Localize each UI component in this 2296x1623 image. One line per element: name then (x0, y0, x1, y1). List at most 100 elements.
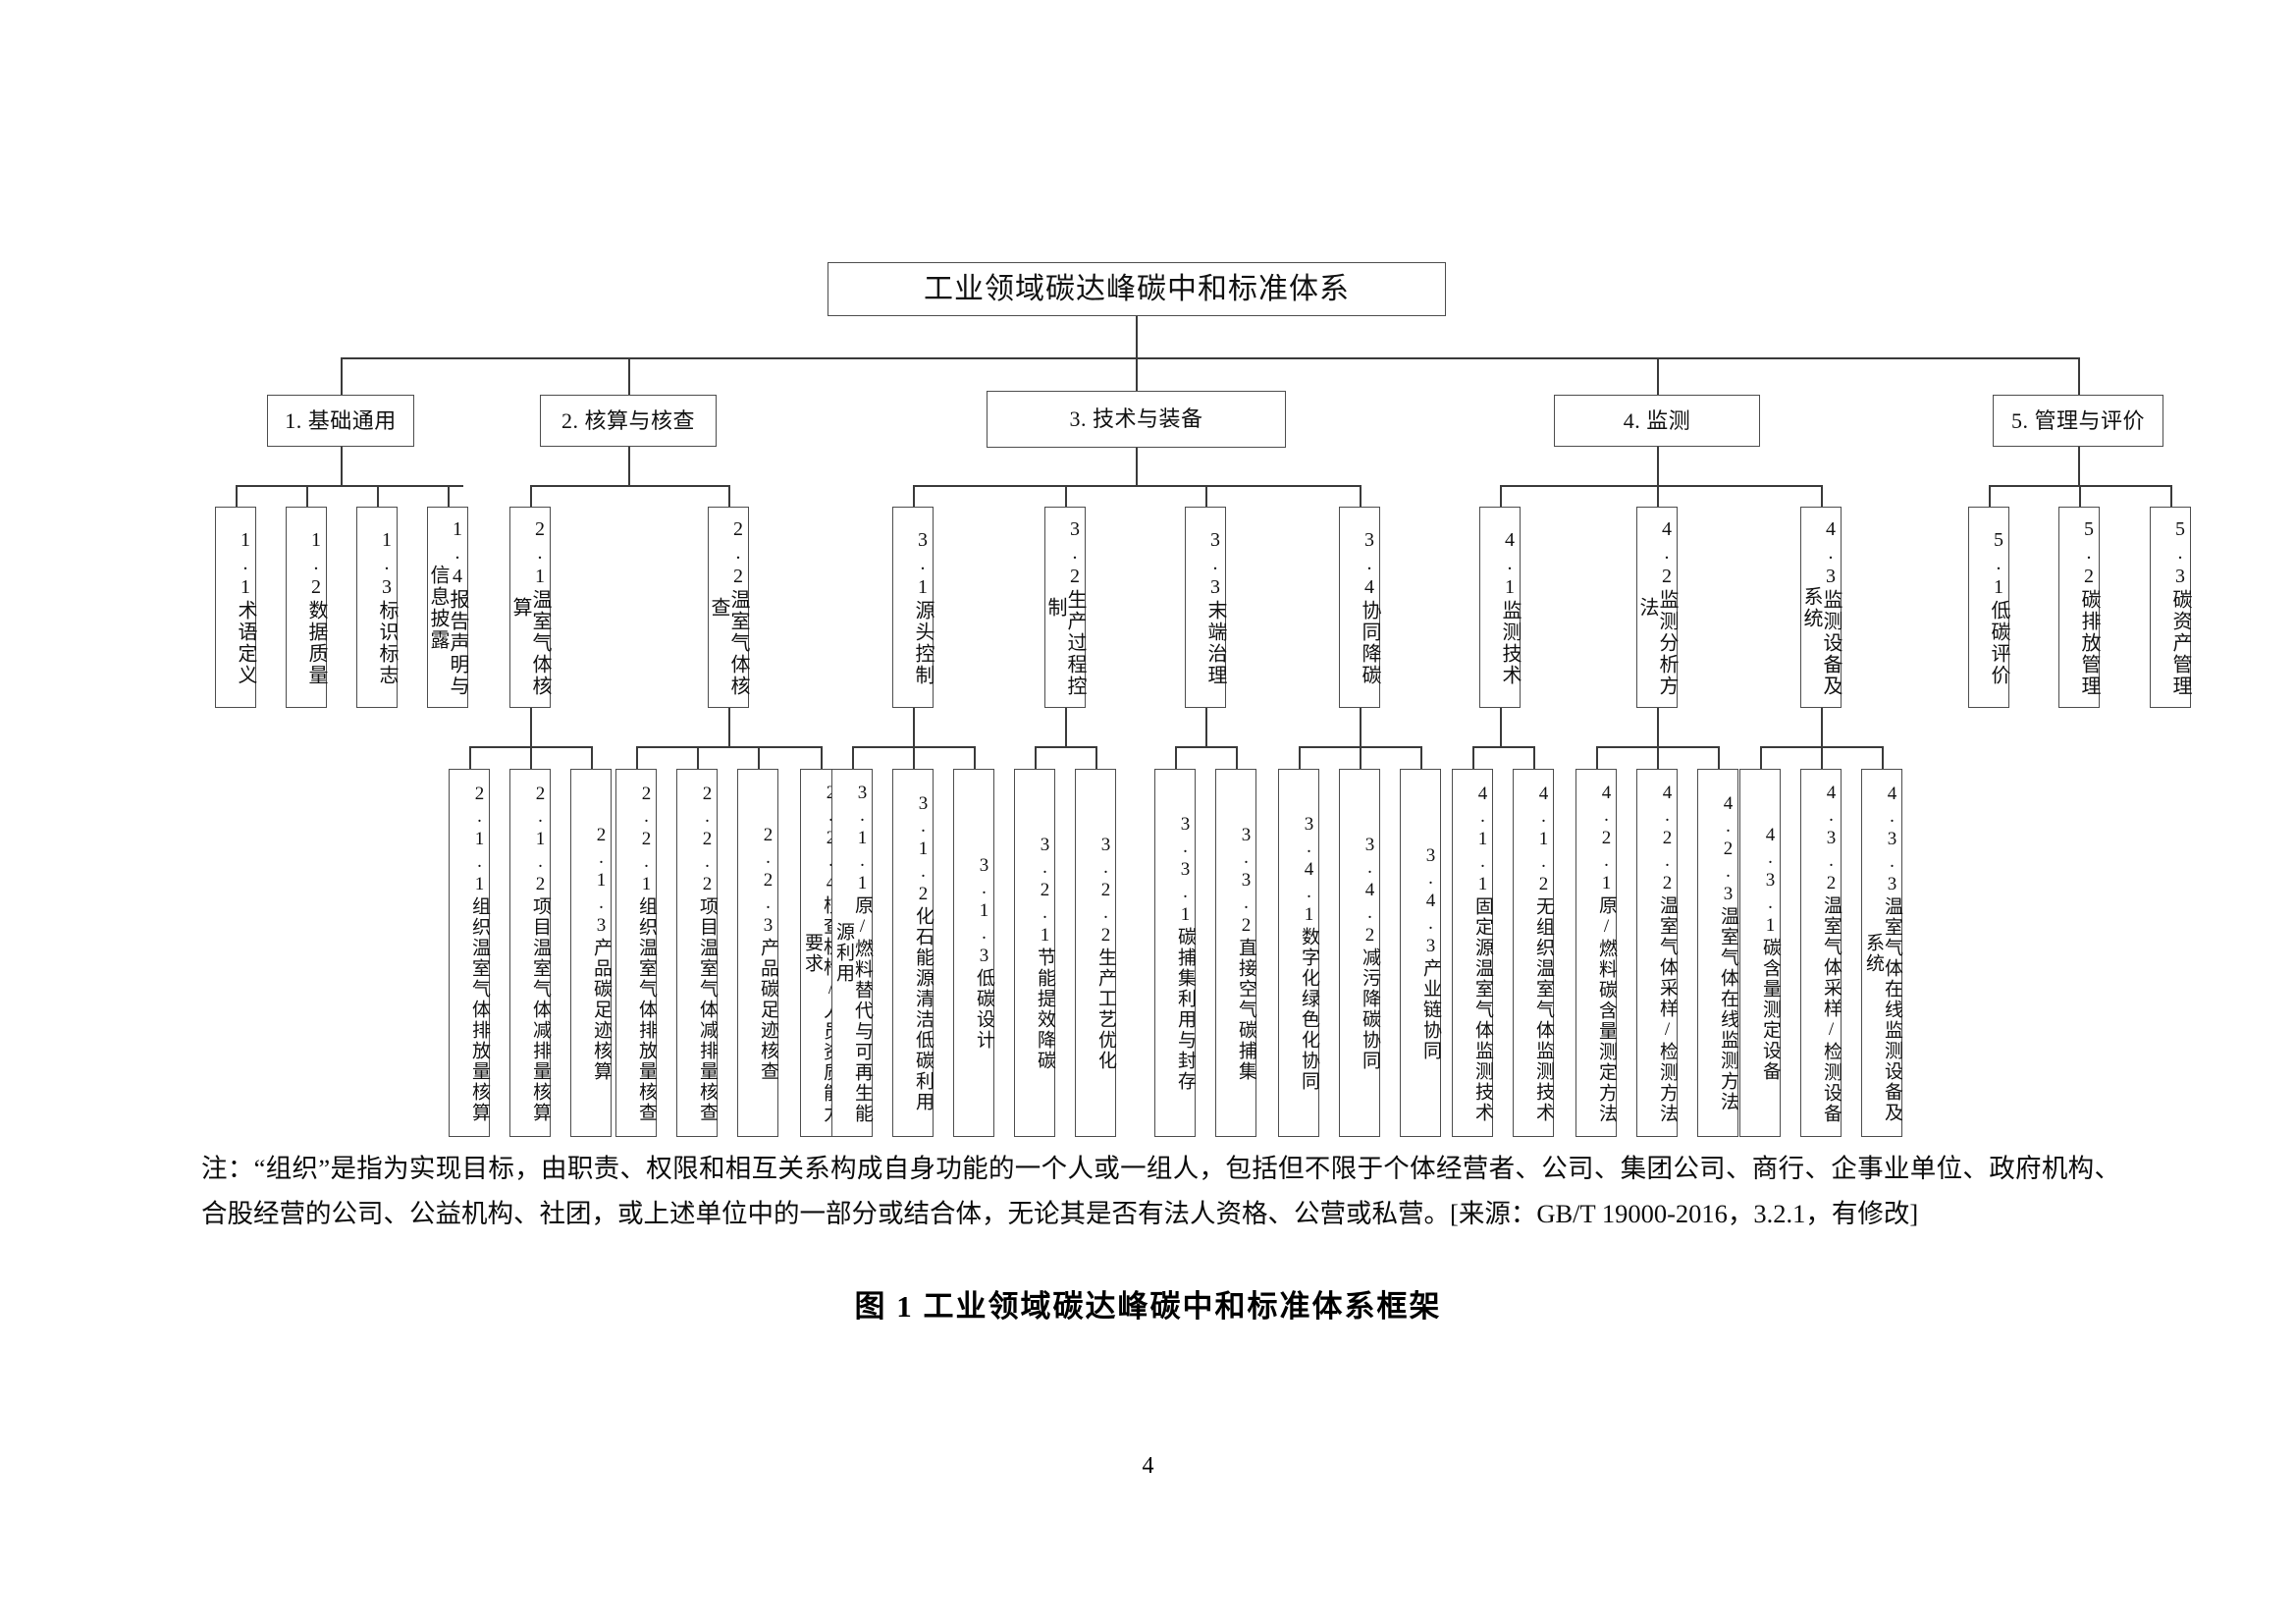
tree-node-5[interactable]: 5. 管理与评价 (1993, 395, 2163, 447)
connector-4-3-1-drop (1760, 746, 1762, 769)
connector-2-2-2-drop (697, 746, 699, 769)
connector-3-2-bus (1035, 746, 1095, 748)
tree-node-5-label: 5. 管理与评价 (2010, 407, 2145, 433)
tree-node-4-3[interactable]: 4.3监测设备及系统 (1800, 507, 1842, 708)
tree-node-4-3-label: 4.3监测设备及系统 (1800, 517, 1842, 697)
tree-node-3-3-1-label: 3.3.1碳捕集利用与封存 (1175, 814, 1196, 1092)
tree-node-3-2-2[interactable]: 3.2.2生产工艺优化 (1075, 769, 1116, 1137)
tree-node-2-1-1[interactable]: 2.1.1组织温室气体排放量核算 (449, 769, 490, 1137)
connector-1-2-drop (306, 485, 308, 507)
tree-node-4-2-2[interactable]: 4.2.2温室气体采样/检测方法 (1636, 769, 1678, 1137)
tree-node-2-1-2-label: 2.1.2项目温室气体减排量核算 (530, 783, 551, 1123)
connector-4-stem (1657, 447, 1659, 485)
tree-node-3-4-2[interactable]: 3.4.2减污降碳协同 (1339, 769, 1380, 1137)
tree-node-3-3-2[interactable]: 3.3.2直接空气碳捕集 (1215, 769, 1256, 1137)
tree-node-4-label: 4. 监测 (1623, 407, 1691, 433)
tree-node-3-2-2-label: 3.2.2生产工艺优化 (1095, 835, 1116, 1071)
tree-node-2-1-2[interactable]: 2.1.2项目温室气体减排量核算 (509, 769, 551, 1137)
tree-node-3-1-2[interactable]: 3.1.2化石能源清洁低碳利用 (892, 769, 934, 1137)
tree-node-1-3[interactable]: 1.3标识标志 (356, 507, 398, 708)
tree-node-4-2[interactable]: 4.2监测分析方法 (1636, 507, 1678, 708)
tree-node-1-4[interactable]: 1.4报告声明与信息披露 (427, 507, 468, 708)
connector-4-2-3-drop (1718, 746, 1720, 769)
tree-node-5-3[interactable]: 5.3碳资产管理 (2150, 507, 2191, 708)
connector-3-3-1-drop (1175, 746, 1177, 769)
tree-node-5-2[interactable]: 5.2碳排放管理 (2058, 507, 2100, 708)
tree-node-1-1-label: 1.1术语定义 (235, 528, 256, 686)
connector-drop-4 (1657, 357, 1659, 395)
tree-node-3-1[interactable]: 3.1源头控制 (892, 507, 934, 708)
connector-3-stem (1136, 448, 1138, 485)
tree-node-2-2-2[interactable]: 2.2.2项目温室气体减排量核查 (676, 769, 718, 1137)
tree-node-1-label: 1. 基础通用 (285, 407, 397, 433)
connector-5-stem (2078, 447, 2080, 485)
tree-node-3-2-1[interactable]: 3.2.1节能提效降碳 (1014, 769, 1055, 1137)
connector-3-2-1-drop (1035, 746, 1037, 769)
tree-node-4-2-1[interactable]: 4.2.1原/燃料碳含量测定方法 (1575, 769, 1617, 1137)
tree-node-3-3-label: 3.3末端治理 (1204, 528, 1226, 686)
tree-node-3-1-1[interactable]: 3.1.1原/燃料替代与可再生能源利用 (831, 769, 873, 1137)
tree-node-3[interactable]: 3. 技术与装备 (987, 391, 1286, 448)
tree-node-4-1-2[interactable]: 4.1.2无组织温室气体监测技术 (1513, 769, 1554, 1137)
tree-node-3-1-3[interactable]: 3.1.3低碳设计 (953, 769, 994, 1137)
connector-drop-5 (2078, 357, 2080, 395)
connector-2-bus (530, 485, 728, 487)
tree-node-4-3-1-label: 4.3.1碳含量测定设备 (1760, 824, 1781, 1082)
tree-node-root-label: 工业领域碳达峰碳中和标准体系 (924, 272, 1350, 305)
connector-4-1-bus (1472, 746, 1533, 748)
connector-4-1-1-drop (1472, 746, 1474, 769)
tree-node-2-2[interactable]: 2.2温室气体核查 (708, 507, 749, 708)
connector-drop-3 (1136, 357, 1138, 395)
tree-node-1[interactable]: 1. 基础通用 (267, 395, 414, 447)
tree-node-4-3-1[interactable]: 4.3.1碳含量测定设备 (1739, 769, 1781, 1137)
tree-node-1-2[interactable]: 1.2数据质量 (286, 507, 327, 708)
tree-node-2-2-label: 2.2温室气体核查 (708, 517, 749, 697)
tree-node-3-2-1-label: 3.2.1节能提效降碳 (1035, 835, 1055, 1071)
connector-4-bus (1500, 485, 1821, 487)
connector-4-2-drop (1657, 485, 1659, 507)
tree-node-2-2-2-label: 2.2.2项目温室气体减排量核查 (697, 783, 718, 1123)
tree-node-2[interactable]: 2. 核算与核查 (540, 395, 717, 447)
connector-4-1-stem (1500, 708, 1502, 746)
connector-2-2-1-drop (636, 746, 638, 769)
tree-node-4-3-3[interactable]: 4.3.3温室气体在线监测设备及系统 (1861, 769, 1902, 1137)
tree-node-3-1-3-label: 3.1.3低碳设计 (974, 855, 994, 1051)
tree-node-4-1-1[interactable]: 4.1.1固定源温室气体监测技术 (1452, 769, 1493, 1137)
tree-node-root[interactable]: 工业领域碳达峰碳中和标准体系 (828, 262, 1446, 316)
tree-node-3-4-1[interactable]: 3.4.1数字化绿色化协同 (1278, 769, 1319, 1137)
tree-node-3-2-label: 3.2生产过程控制 (1044, 517, 1086, 697)
tree-node-2-2-1[interactable]: 2.2.1组织温室气体排放量核查 (615, 769, 657, 1137)
tree-node-4-1-label: 4.1监测技术 (1499, 528, 1521, 686)
tree-node-1-1[interactable]: 1.1术语定义 (215, 507, 256, 708)
tree-node-3-4-3[interactable]: 3.4.3产业链协同 (1400, 769, 1441, 1137)
tree-node-1-3-label: 1.3标识标志 (376, 528, 398, 686)
connector-3-2-stem (1065, 708, 1067, 746)
tree-node-3-3[interactable]: 3.3末端治理 (1185, 507, 1226, 708)
connector-3-3-stem (1205, 708, 1207, 746)
connector-3-1-2-drop (913, 746, 915, 769)
tree-node-3-4[interactable]: 3.4协同降碳 (1339, 507, 1380, 708)
tree-node-3-4-label: 3.4协同降碳 (1359, 528, 1380, 686)
connector-3-2-drop (1065, 485, 1067, 507)
tree-node-5-1[interactable]: 5.1低碳评价 (1968, 507, 2009, 708)
tree-node-4[interactable]: 4. 监测 (1554, 395, 1760, 447)
tree-node-2-1[interactable]: 2.1温室气体核算 (509, 507, 551, 708)
tree-node-4-2-3[interactable]: 4.2.3温室气体在线监测方法 (1697, 769, 1738, 1137)
tree-node-4-3-2[interactable]: 4.3.2温室气体采样/检测设备 (1800, 769, 1842, 1137)
tree-diagram: 工业领域碳达峰碳中和标准体系 1. 基础通用 2. 核算与核查 3. 技术与装备… (215, 262, 2191, 1137)
connector-2-2-drop (728, 485, 730, 507)
tree-node-3-1-label: 3.1源头控制 (912, 528, 934, 686)
tree-node-2-1-3[interactable]: 2.1.3产品碳足迹核算 (570, 769, 612, 1137)
tree-node-3-2[interactable]: 3.2生产过程控制 (1044, 507, 1086, 708)
tree-node-2-2-3-label: 2.2.3产品碳足迹核查 (758, 824, 778, 1082)
tree-node-4-1[interactable]: 4.1监测技术 (1479, 507, 1521, 708)
tree-node-2-1-label: 2.1温室气体核算 (509, 517, 551, 697)
tree-node-4-3-3-label: 4.3.3温室气体在线监测设备及系统 (1863, 783, 1902, 1123)
tree-node-2-2-3[interactable]: 2.2.3产品碳足迹核查 (737, 769, 778, 1137)
connector-4-2-1-drop (1596, 746, 1598, 769)
tree-node-3-3-1[interactable]: 3.3.1碳捕集利用与封存 (1154, 769, 1196, 1137)
connector-3-4-drop (1360, 485, 1362, 507)
tree-node-2-label: 2. 核算与核查 (561, 407, 695, 433)
connector-3-4-2-drop (1360, 746, 1362, 769)
